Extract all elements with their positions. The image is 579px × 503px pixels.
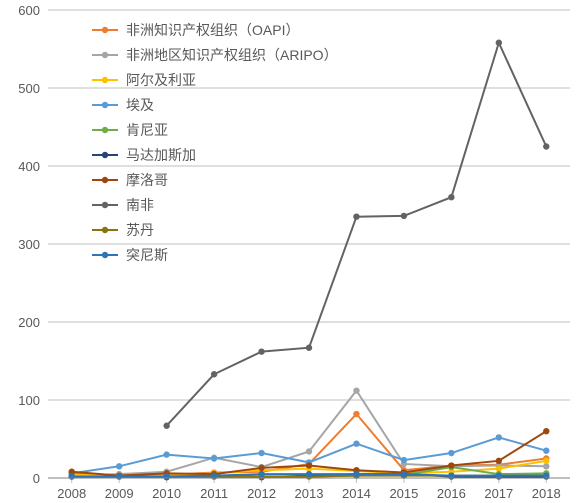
x-tick-label: 2018: [532, 486, 561, 501]
series-marker: [306, 462, 312, 468]
series-marker: [448, 462, 454, 468]
series-marker: [496, 434, 502, 440]
series-marker: [543, 463, 549, 469]
series-marker: [353, 411, 359, 417]
y-tick-label: 600: [18, 3, 40, 18]
series-marker: [163, 473, 169, 479]
y-tick-label: 400: [18, 159, 40, 174]
series-marker: [69, 473, 75, 479]
x-tick-label: 2016: [437, 486, 466, 501]
y-tick-label: 200: [18, 315, 40, 330]
series-marker: [543, 143, 549, 149]
y-tick-label: 100: [18, 393, 40, 408]
series-marker: [496, 458, 502, 464]
legend-label: 马达加斯加: [126, 147, 196, 163]
x-tick-label: 2015: [389, 486, 418, 501]
y-tick-label: 300: [18, 237, 40, 252]
legend-label: 埃及: [126, 97, 154, 113]
y-tick-label: 0: [33, 471, 40, 486]
legend-label: 突尼斯: [126, 247, 168, 263]
x-tick-label: 2011: [200, 486, 228, 501]
y-tick-label: 500: [18, 81, 40, 96]
x-tick-label: 2013: [295, 486, 324, 501]
x-tick-label: 2009: [105, 486, 134, 501]
legend-label: 摩洛哥: [126, 172, 168, 188]
legend-label: 非洲地区知识产权组织（ARIPO）: [126, 47, 338, 63]
series-marker: [306, 471, 312, 477]
legend-label: 南非: [126, 197, 154, 213]
series-marker: [353, 471, 359, 477]
series-marker: [116, 463, 122, 469]
legend-label: 阿尔及利亚: [126, 72, 196, 88]
series-marker: [258, 465, 264, 471]
series-marker: [163, 423, 169, 429]
series-marker: [306, 448, 312, 454]
series-marker: [401, 213, 407, 219]
x-tick-label: 2014: [342, 486, 371, 501]
legend-label: 苏丹: [126, 222, 154, 238]
x-tick-label: 2012: [247, 486, 276, 501]
series-marker: [496, 465, 502, 471]
series-marker: [163, 451, 169, 457]
series-marker: [353, 214, 359, 220]
series-marker: [401, 471, 407, 477]
series-marker: [211, 455, 217, 461]
series-marker: [258, 471, 264, 477]
series-marker: [543, 458, 549, 464]
series-marker: [211, 371, 217, 377]
x-tick-label: 2017: [484, 486, 513, 501]
series-marker: [353, 387, 359, 393]
series-marker: [448, 450, 454, 456]
series-marker: [353, 440, 359, 446]
series-marker: [258, 348, 264, 354]
x-tick-label: 2008: [57, 486, 86, 501]
series-marker: [448, 194, 454, 200]
series-marker: [258, 450, 264, 456]
legend-label: 非洲知识产权组织（OAPI）: [126, 22, 299, 38]
line-chart: 0 100 200 300 400 500 600 2008 2009 2010 2011 2012 2…: [0, 0, 579, 503]
series-marker: [401, 457, 407, 463]
series-marker: [496, 40, 502, 46]
series-marker: [543, 428, 549, 434]
series-marker: [543, 448, 549, 454]
x-tick-label: 2010: [152, 486, 181, 501]
series-marker: [306, 345, 312, 351]
legend-label: 肯尼亚: [126, 122, 168, 138]
series-marker: [116, 473, 122, 479]
